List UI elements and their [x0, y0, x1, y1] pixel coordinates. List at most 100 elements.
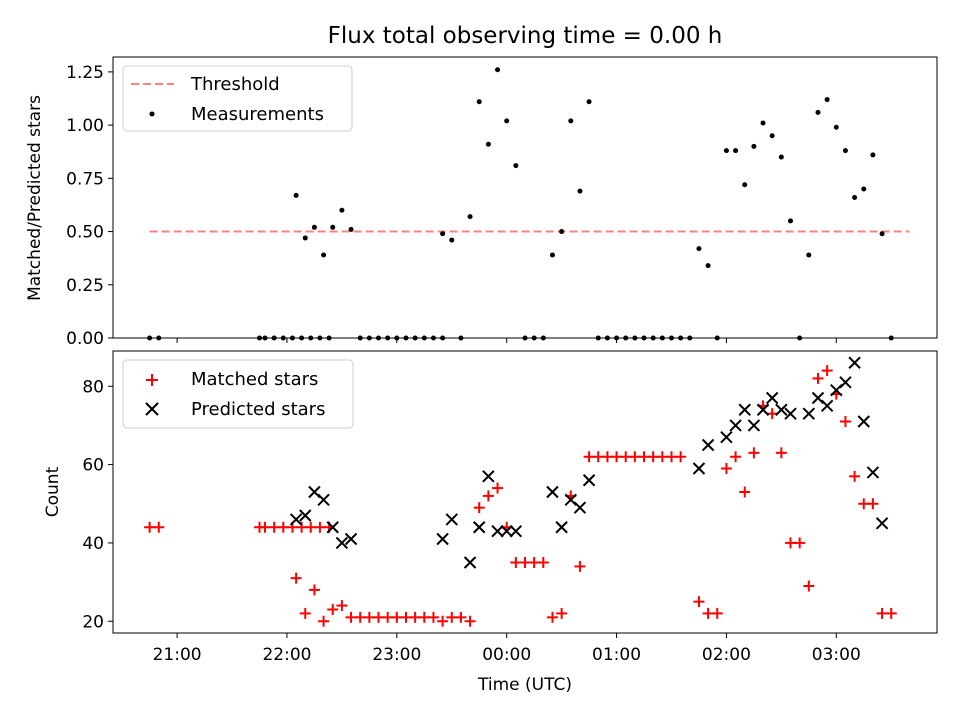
measurement-point [769, 133, 775, 139]
predicted-stars-point [299, 509, 312, 522]
measurement-point [568, 118, 574, 124]
matched-stars-point [574, 560, 586, 572]
predicted-stars-point [509, 524, 523, 538]
predicted-stars-point [473, 521, 486, 534]
measurement-point [549, 252, 555, 258]
matched-stars-point [327, 604, 339, 615]
bottom-y-tick-label: 40 [82, 534, 104, 554]
measurement-point [577, 188, 583, 194]
bottom-legend: Matched stars Predicted stars [122, 359, 354, 429]
measurement-point [330, 224, 336, 230]
legend-matched-swatch [146, 374, 158, 386]
predicted-stars-point [729, 419, 742, 432]
bottom-y-axis: 20 40 60 80 [82, 377, 113, 632]
predicted-stars-point [335, 536, 349, 550]
top-y-tick-label: 1.00 [66, 116, 104, 136]
predicted-stars-point [857, 415, 870, 428]
bottom-y-tick-label: 60 [82, 456, 104, 476]
measurement-point [504, 118, 510, 124]
measurement-point [742, 182, 748, 188]
top-y-tick-label: 1.25 [66, 63, 104, 83]
predicted-stars-point [546, 485, 559, 499]
matched-stars-point [867, 498, 879, 510]
bottom-x-axis-label: Time (UTC) [477, 675, 572, 695]
measurement-point [760, 120, 766, 126]
predicted-stars-point [317, 493, 330, 507]
matched-stars-point [885, 607, 897, 619]
top-y-tick-label: 0.25 [66, 276, 104, 296]
matched-stars-point [821, 365, 833, 377]
measurement-point [586, 99, 592, 105]
matched-stars-point [153, 521, 165, 533]
measurement-point [696, 246, 702, 252]
measurement-point [467, 214, 473, 220]
measurement-point [861, 186, 867, 192]
bottom-x-tick-label: 00:00 [482, 645, 531, 665]
matched-stars-point [546, 611, 558, 623]
measurement-point [559, 229, 565, 235]
predicted-stars-point [738, 403, 751, 416]
matched-stars-point [492, 482, 504, 494]
matched-stars-point [803, 580, 815, 592]
matched-stars-point [675, 451, 687, 463]
matched-stars-point [308, 584, 320, 596]
legend-measurements-label: Measurements [191, 104, 324, 125]
top-x-axis [176, 338, 837, 343]
predicted-stars-point [784, 407, 797, 420]
measurement-point [788, 218, 794, 224]
top-legend: Threshold Measurements [122, 65, 353, 132]
matched-stars-point [711, 607, 723, 619]
bottom-x-tick-label: 03:00 [812, 645, 861, 665]
matched-stars-point [794, 537, 806, 549]
legend-predicted-label: Predicted stars [191, 399, 325, 420]
bottom-legend-box [122, 359, 354, 429]
matched-stars-point [849, 470, 861, 482]
top-y-tick-label: 0.00 [66, 329, 104, 349]
bottom-axes-frame [112, 350, 938, 634]
matched-stars-point [693, 596, 705, 608]
bottom-panel: 20 40 60 80 21:00 22:00 23:00 00:00 01:00 02:00 0… [43, 350, 938, 695]
measurement-point [842, 148, 848, 154]
measurement-point [806, 252, 812, 258]
matched-stars-point [437, 615, 449, 627]
measurement-point [870, 152, 876, 158]
matched-stars-point [556, 607, 568, 619]
matched-stars-point [318, 615, 330, 627]
predicted-stars-point [573, 501, 587, 514]
matched-stars-point [766, 408, 778, 420]
predicted-stars-point [747, 419, 761, 432]
measurement-point [815, 109, 821, 115]
bottom-y-tick-label: 20 [82, 612, 104, 632]
predicted-stars-point [491, 524, 504, 538]
predicted-stars-point [839, 376, 852, 389]
legend-predicted-swatch [145, 402, 159, 416]
predicted-stars-point [582, 474, 596, 487]
predicted-stars-point [820, 399, 834, 413]
matched-stars-point [299, 607, 311, 619]
bottom-x-tick-label: 01:00 [592, 645, 641, 665]
measurement-point [311, 224, 317, 230]
measurement-point [879, 231, 885, 237]
bottom-x-tick-label: 21:00 [153, 645, 202, 665]
predicted-stars-point [445, 513, 458, 526]
measurement-point [495, 67, 501, 73]
predicted-stars-point [775, 403, 788, 416]
matched-stars-point [473, 502, 485, 514]
bottom-x-axis: 21:00 22:00 23:00 00:00 01:00 02:00 03:00 [153, 633, 861, 665]
top-axes-frame [112, 56, 938, 339]
matched-stars-point [720, 463, 732, 474]
predicted-stars-point [436, 532, 449, 546]
matched-stars-point [839, 416, 851, 427]
measurement-point [824, 97, 830, 103]
measurement-point [513, 163, 519, 169]
measurement-point [733, 148, 739, 154]
predicted-stars-point [692, 462, 706, 475]
predicted-stars-point [482, 470, 495, 483]
bottom-y-tick-label: 80 [82, 377, 104, 397]
top-y-axis: 0.00 0.25 0.50 0.75 1.00 1.25 [66, 63, 113, 349]
measurement-point [723, 148, 729, 154]
matched-stars-point [464, 615, 476, 627]
top-panel: 0.00 0.25 0.50 0.75 1.00 1.25 Matched/Predict… [25, 56, 938, 349]
measurement-point [485, 141, 491, 147]
